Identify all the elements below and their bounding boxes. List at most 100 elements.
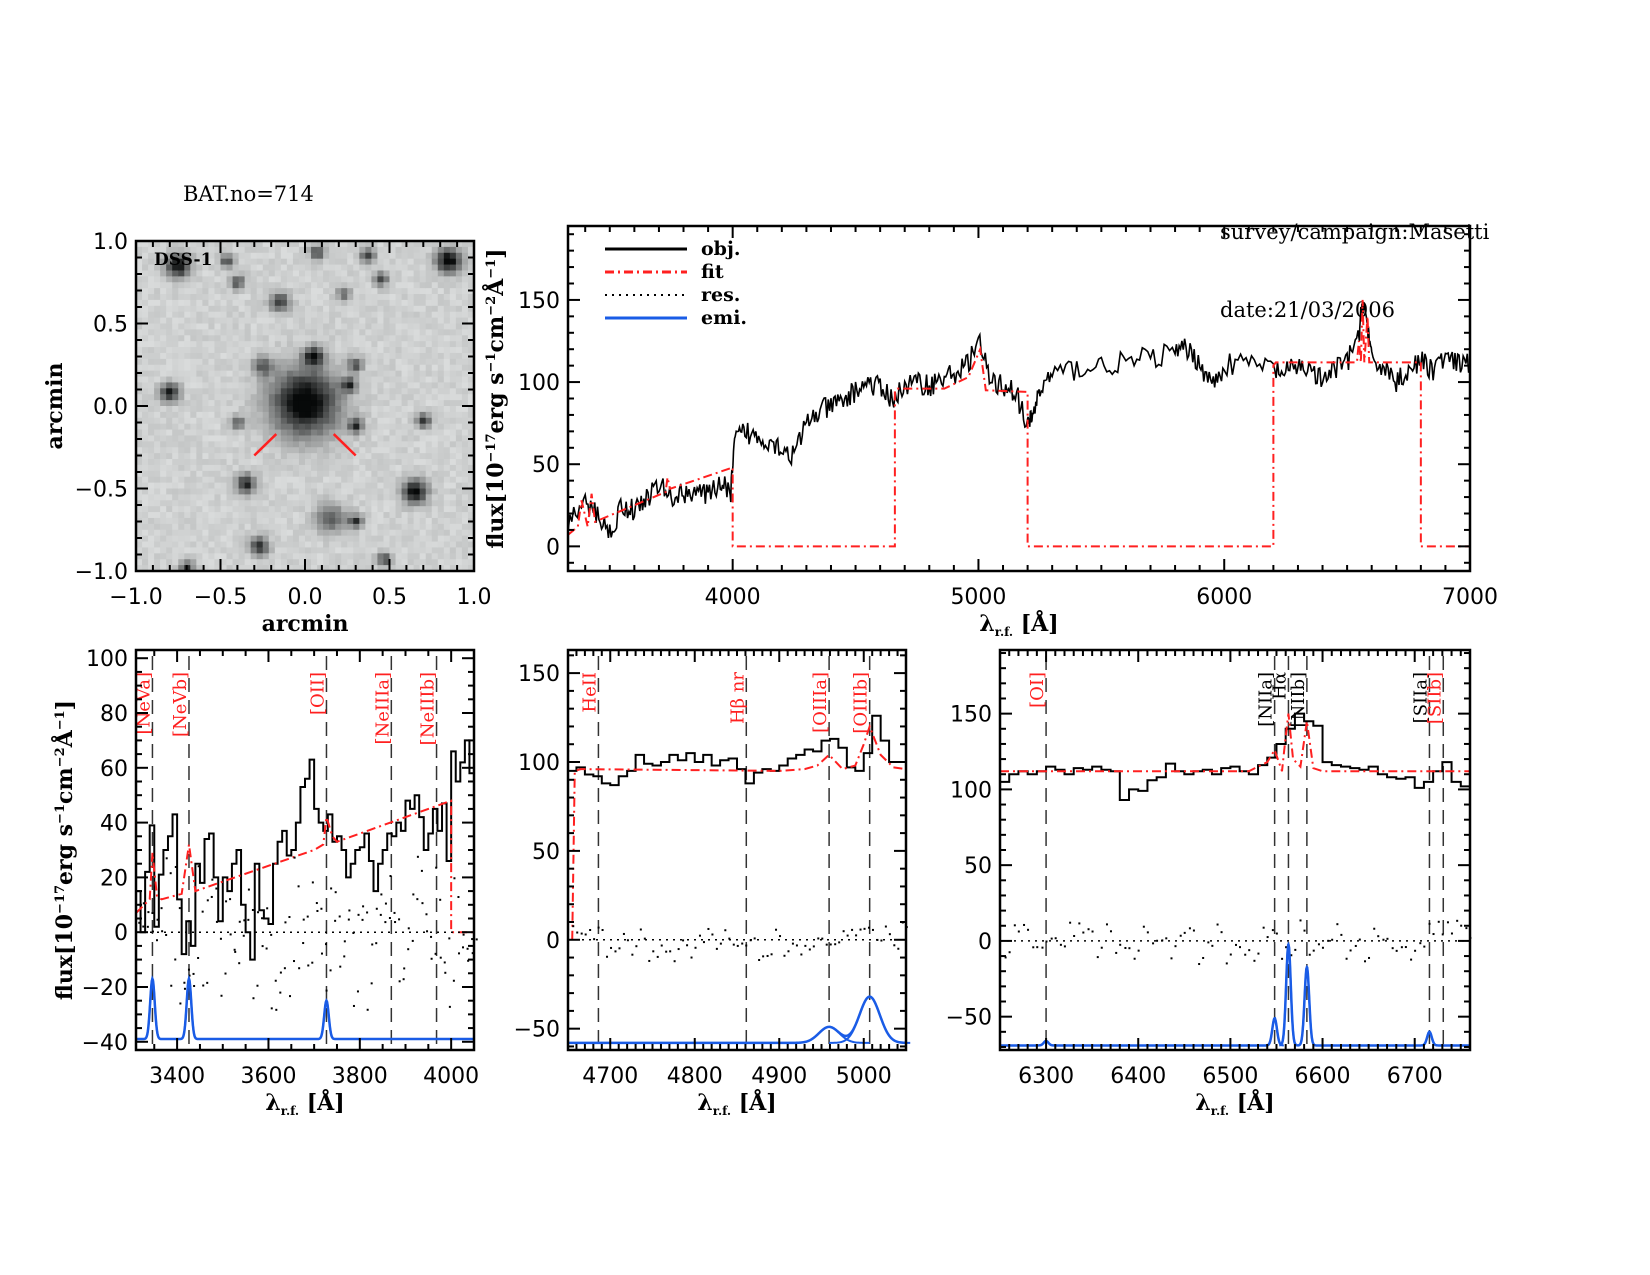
image-pixel — [184, 382, 191, 389]
image-pixel — [311, 305, 318, 313]
image-pixel — [341, 241, 348, 248]
residual-point — [201, 910, 204, 913]
residual-point — [371, 943, 374, 946]
image-pixel — [461, 429, 469, 436]
residual-point — [165, 857, 168, 860]
legend-label: obj. — [701, 238, 740, 260]
image-pixel — [184, 464, 191, 472]
residual-point — [1105, 923, 1108, 926]
image-pixel — [419, 482, 427, 489]
image-pixel — [395, 241, 403, 248]
x-tick-label: 6400 — [1110, 1064, 1166, 1089]
image-pixel — [202, 441, 209, 448]
image-pixel — [455, 370, 463, 378]
image-pixel — [461, 470, 469, 478]
residual-point — [888, 933, 891, 936]
image-pixel — [268, 464, 276, 472]
image-pixel — [317, 276, 324, 283]
image-pixel — [371, 535, 378, 543]
residual-point — [867, 926, 870, 929]
image-pixel — [443, 252, 451, 260]
image-pixel — [220, 500, 228, 507]
image-pixel — [311, 335, 318, 342]
image-pixel — [347, 282, 354, 289]
residual-point — [307, 964, 310, 967]
image-pixel — [250, 512, 258, 519]
image-pixel — [166, 441, 173, 448]
image-pixel — [208, 488, 215, 495]
image-pixel — [407, 447, 415, 454]
image-pixel — [311, 270, 318, 277]
residual-point — [626, 939, 629, 942]
image-pixel — [292, 447, 300, 454]
y-tick-label: 0 — [978, 930, 992, 955]
image-pixel — [347, 347, 354, 354]
image-pixel — [274, 417, 282, 425]
image-pixel — [166, 252, 173, 260]
residual-point — [694, 946, 697, 949]
image-pixel — [148, 305, 155, 313]
residual-point — [702, 941, 705, 944]
image-pixel — [280, 476, 288, 484]
y-axis-title: arcmin — [42, 363, 68, 450]
residual-point — [384, 921, 387, 924]
image-pixel — [443, 517, 451, 525]
image-pixel — [244, 417, 252, 425]
image-pixel — [202, 482, 209, 489]
image-pixel — [280, 523, 288, 531]
residual-point — [673, 960, 676, 963]
image-pixel — [329, 517, 336, 525]
image-pixel — [220, 376, 228, 383]
image-pixel — [136, 476, 143, 484]
image-pixel — [305, 482, 312, 489]
residual-point — [265, 947, 268, 950]
image-pixel — [389, 394, 397, 401]
image-pixel — [323, 464, 330, 472]
image-pixel — [208, 258, 215, 266]
image-pixel — [389, 341, 397, 348]
image-pixel — [467, 529, 475, 537]
image-pixel — [329, 529, 336, 537]
image-pixel — [431, 241, 439, 248]
image-pixel — [208, 423, 215, 431]
image-pixel — [292, 547, 300, 554]
image-pixel — [268, 246, 276, 254]
image-pixel — [280, 429, 288, 436]
image-pixel — [142, 252, 149, 260]
image-pixel — [148, 299, 155, 307]
image-pixel — [395, 288, 403, 295]
residual-point — [1229, 953, 1232, 956]
image-pixel — [401, 288, 409, 295]
image-pixel — [365, 470, 372, 478]
image-pixel — [353, 494, 360, 501]
image-pixel — [190, 523, 197, 531]
image-pixel — [449, 565, 457, 572]
image-pixel — [311, 299, 318, 307]
image-pixel — [208, 494, 215, 501]
image-pixel — [298, 417, 306, 425]
image-pixel — [262, 352, 270, 360]
image-pixel — [172, 470, 179, 478]
image-pixel — [214, 329, 221, 336]
image-pixel — [371, 494, 378, 501]
image-pixel — [455, 417, 463, 425]
image-pixel — [202, 553, 209, 560]
image-pixel — [238, 512, 246, 519]
image-pixel — [359, 512, 366, 519]
image-pixel — [431, 541, 439, 548]
image-pixel — [347, 453, 354, 460]
image-pixel — [178, 305, 185, 313]
line-label-siib: [SIIb] — [1424, 672, 1445, 724]
residual-point — [467, 959, 470, 962]
image-pixel — [353, 435, 360, 442]
image-pixel — [250, 294, 258, 301]
image-pixel — [449, 376, 457, 383]
image-pixel — [419, 541, 427, 548]
residual-point — [275, 1008, 278, 1011]
image-pixel — [226, 329, 234, 336]
image-pixel — [365, 364, 372, 372]
image-pixel — [292, 358, 300, 366]
image-pixel — [365, 447, 372, 454]
image-pixel — [467, 441, 475, 448]
image-pixel — [467, 241, 475, 248]
